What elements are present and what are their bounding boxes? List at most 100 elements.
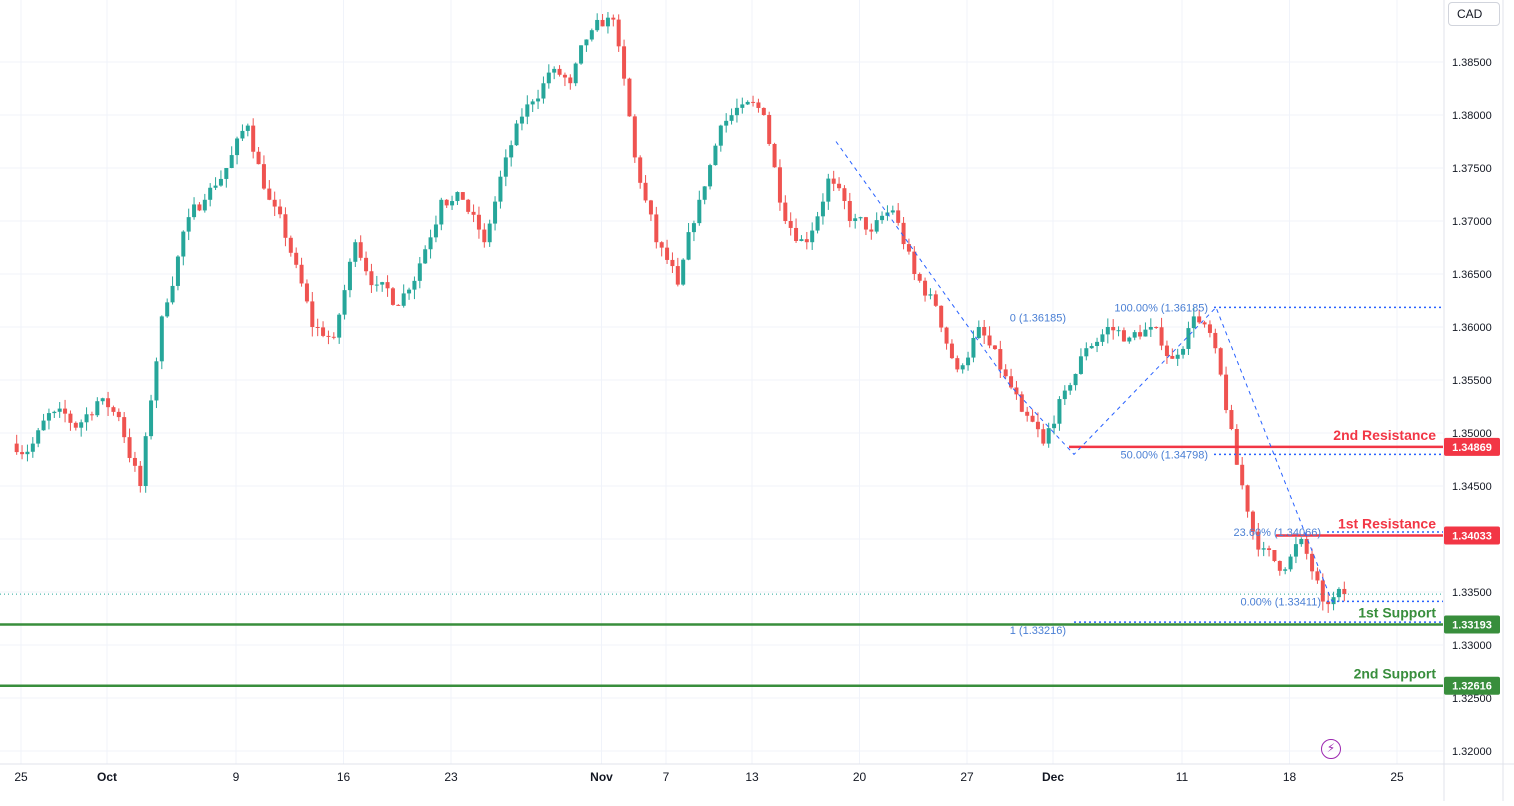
candle-body	[1148, 327, 1153, 330]
candle-body	[917, 274, 922, 281]
candle-body	[1245, 485, 1250, 512]
candle-body	[1073, 373, 1078, 386]
candle-body	[30, 443, 35, 452]
x-tick-label: 16	[337, 770, 351, 784]
candle-body	[433, 224, 438, 238]
price-tag	[1444, 615, 1500, 634]
candle-body	[471, 211, 476, 215]
candle-body	[224, 168, 229, 179]
candle-body	[605, 17, 610, 27]
candle-body	[541, 83, 546, 99]
candle-body	[815, 216, 820, 231]
candle-body	[192, 204, 197, 218]
candle-body	[68, 413, 73, 423]
candle-body	[648, 200, 653, 215]
candle-body	[165, 302, 170, 317]
candle-body	[1057, 399, 1062, 424]
candle-body	[487, 223, 492, 243]
candle-body	[278, 206, 283, 215]
candle-body	[1288, 556, 1293, 570]
candle-body	[955, 358, 960, 370]
candle-body	[546, 72, 551, 84]
candle-body	[837, 183, 842, 189]
candle-body	[1062, 390, 1067, 400]
y-tick-label: 1.32000	[1452, 746, 1492, 758]
candle-body	[95, 401, 100, 416]
candle-body	[218, 178, 223, 186]
candle-body	[992, 345, 997, 350]
projection-label: 1 (1.33216)	[1010, 625, 1066, 637]
x-tick-label: 20	[853, 770, 867, 784]
candle-body	[143, 436, 148, 486]
candle-body	[1084, 348, 1089, 357]
candle-body	[138, 465, 143, 486]
candle-body	[1046, 428, 1051, 444]
candle-body	[863, 217, 868, 230]
candle-body	[1229, 410, 1234, 430]
y-tick-label: 1.37500	[1452, 163, 1492, 175]
y-tick-label: 1.32500	[1452, 693, 1492, 705]
candle-body	[294, 252, 299, 265]
candle-body	[1089, 345, 1094, 349]
candle-body	[1019, 394, 1024, 412]
candle-body	[1138, 332, 1143, 337]
candle-body	[519, 116, 524, 124]
candle-body	[170, 285, 175, 303]
x-tick-label: Dec	[1042, 770, 1064, 784]
candle-body	[724, 120, 729, 126]
candle-body	[127, 437, 132, 458]
candle-body	[36, 430, 41, 444]
grid	[0, 0, 1443, 764]
candle-body	[380, 282, 385, 285]
x-tick-label: 23	[444, 770, 458, 784]
candle-body	[1256, 531, 1261, 550]
candle-body	[444, 199, 449, 206]
price-tag-label: 1.33193	[1452, 620, 1492, 632]
candle-body	[890, 210, 895, 213]
candle-body	[928, 294, 933, 296]
y-tick-label: 1.38500	[1452, 57, 1492, 69]
candle-body	[933, 294, 938, 306]
candle-body	[1121, 330, 1126, 342]
candle-body	[718, 125, 723, 146]
candle-body	[1009, 376, 1014, 388]
candle-body	[1283, 569, 1288, 571]
candle-body	[777, 167, 782, 203]
candle-body	[1267, 548, 1272, 551]
candle-body	[14, 443, 19, 453]
candle-body	[84, 414, 89, 423]
candle-body	[208, 187, 213, 200]
candle-body	[708, 165, 713, 187]
candle-body	[568, 77, 573, 84]
candle-body	[573, 63, 578, 84]
candle-body	[288, 237, 293, 253]
candle-body	[1240, 464, 1245, 486]
price-tag-label: 1.34869	[1452, 442, 1492, 454]
candle-body	[79, 422, 84, 428]
candle-body	[966, 357, 971, 366]
candle-body	[412, 280, 417, 290]
candle-body	[976, 327, 981, 338]
candle-body	[493, 201, 498, 224]
candle-body	[149, 400, 154, 437]
y-tick-label: 1.36500	[1452, 269, 1492, 281]
candle-body	[1030, 415, 1035, 422]
candle-body	[826, 178, 831, 202]
candle-body	[1159, 327, 1164, 346]
candle-body	[665, 247, 670, 260]
candle-body	[57, 408, 62, 412]
candle-body	[1320, 580, 1325, 602]
lightning-icon[interactable]: ⚡	[1321, 739, 1341, 759]
candle-body	[358, 242, 363, 258]
y-tick-label: 1.37000	[1452, 216, 1492, 228]
candle-body	[455, 192, 460, 202]
candle-body	[25, 451, 30, 455]
currency-button[interactable]: CAD	[1448, 2, 1500, 26]
candle-body	[772, 143, 777, 168]
candle-body	[1014, 387, 1019, 395]
candle-body	[874, 220, 879, 232]
candle-body	[240, 130, 245, 139]
x-tick-label: 18	[1283, 770, 1297, 784]
candle-body	[783, 202, 788, 221]
